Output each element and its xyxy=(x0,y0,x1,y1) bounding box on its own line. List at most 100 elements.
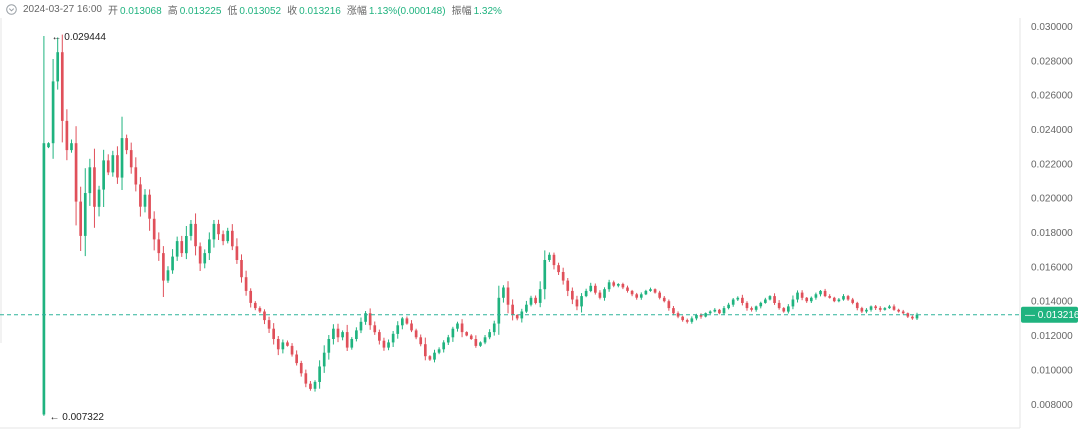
y-tick-label: 0.014000 xyxy=(1031,297,1073,308)
candle xyxy=(162,246,165,297)
candle-body xyxy=(125,138,128,151)
candle-body xyxy=(148,194,151,219)
candle xyxy=(83,168,87,257)
candle-body xyxy=(295,354,298,364)
candle-body xyxy=(253,302,257,309)
candle-body xyxy=(65,120,69,151)
candle xyxy=(350,337,354,350)
candle-body xyxy=(309,383,312,389)
candle xyxy=(359,317,363,334)
candle-body xyxy=(171,256,174,271)
candle-body xyxy=(598,292,602,298)
candle xyxy=(313,380,317,392)
candle xyxy=(658,290,661,300)
candle-body xyxy=(276,339,280,350)
candle xyxy=(79,186,82,251)
candle-body xyxy=(874,306,877,309)
candle xyxy=(791,295,795,310)
candle xyxy=(106,154,110,176)
candle xyxy=(713,308,717,313)
candle-body xyxy=(111,155,115,173)
candle xyxy=(456,321,459,332)
candle xyxy=(630,289,634,297)
candle xyxy=(635,292,639,300)
candle xyxy=(295,350,298,366)
candle-body xyxy=(341,332,344,338)
y-tick-label: 0.010000 xyxy=(1031,365,1073,376)
candle-body xyxy=(851,299,854,303)
candle-body xyxy=(322,352,326,367)
candle-body xyxy=(419,337,423,345)
candle-body xyxy=(70,143,73,151)
candle-body xyxy=(667,301,671,309)
candle-body xyxy=(382,340,386,348)
candle-body xyxy=(359,321,363,331)
change-value: 1.13%(0.000148) xyxy=(368,5,446,17)
candle xyxy=(754,305,758,312)
candle-body xyxy=(129,150,133,168)
candle xyxy=(401,316,404,330)
candle-body xyxy=(318,366,321,382)
candle-body xyxy=(561,272,565,281)
chevron-down-icon[interactable] xyxy=(6,3,17,15)
candle-body xyxy=(722,308,726,314)
candle-body xyxy=(791,299,795,307)
candle-body xyxy=(594,285,597,293)
candle-body xyxy=(79,201,82,236)
y-tick-label: 0.012000 xyxy=(1031,331,1073,342)
candle-body xyxy=(364,313,367,322)
candle-body xyxy=(534,297,537,303)
candle-body xyxy=(157,239,161,254)
candle xyxy=(722,306,726,315)
candle xyxy=(892,304,896,311)
candle xyxy=(915,312,919,320)
candle xyxy=(258,306,262,313)
candle xyxy=(832,296,836,303)
candle xyxy=(488,329,491,340)
candle xyxy=(336,323,340,343)
candle-body xyxy=(189,223,193,236)
candle-body xyxy=(483,337,487,343)
candle-body xyxy=(355,330,358,339)
candle xyxy=(437,347,441,355)
candle xyxy=(809,296,813,303)
candle-body xyxy=(635,294,639,298)
candle-body xyxy=(690,318,694,322)
candle xyxy=(662,296,666,303)
candle xyxy=(860,306,864,314)
candle-body xyxy=(823,290,827,297)
high-value: 0.013225 xyxy=(179,5,222,17)
candle-body xyxy=(566,280,570,291)
candle xyxy=(125,134,128,155)
candle-body xyxy=(391,333,395,343)
candle-body xyxy=(607,282,611,290)
candle-body xyxy=(203,253,207,264)
candle-body xyxy=(208,239,211,254)
candle-body xyxy=(676,313,680,317)
candle-body xyxy=(336,328,340,338)
candle xyxy=(364,311,367,325)
candle-body xyxy=(502,287,505,298)
candle-body xyxy=(644,290,648,295)
candle xyxy=(727,302,730,310)
candle xyxy=(502,285,505,303)
candle xyxy=(318,360,321,389)
candle xyxy=(396,321,400,339)
spike-candle xyxy=(42,36,46,416)
candle xyxy=(299,360,303,377)
candle-body xyxy=(492,323,496,333)
candle xyxy=(571,287,574,305)
candle-body xyxy=(230,230,234,247)
y-tick-label: 0.030000 xyxy=(1031,22,1073,33)
candle xyxy=(874,305,877,310)
candle xyxy=(589,282,593,293)
candle-body xyxy=(750,308,753,310)
candle-body xyxy=(630,290,634,295)
candle-body xyxy=(451,328,455,338)
candle xyxy=(814,292,818,300)
candle-body xyxy=(782,308,786,312)
candle-body xyxy=(837,299,841,302)
candle-body xyxy=(901,311,905,314)
